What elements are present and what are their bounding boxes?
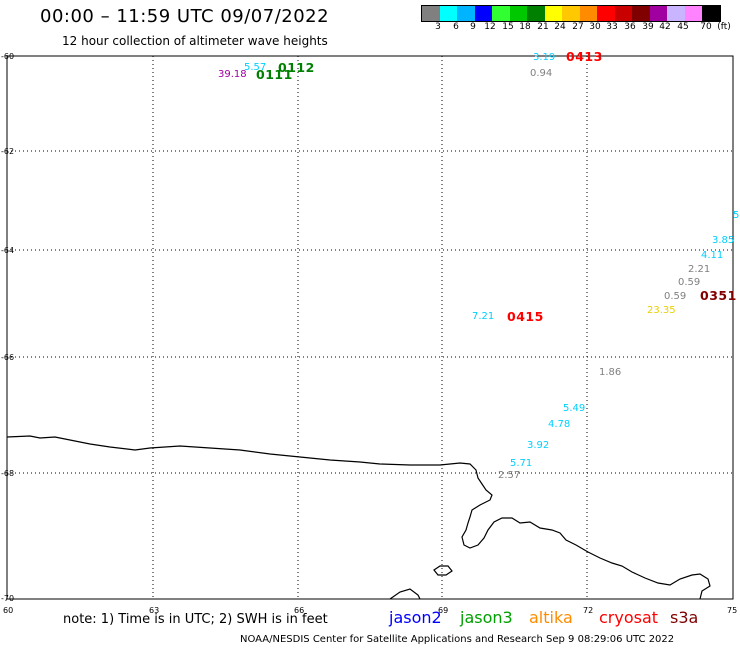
legend-swatch bbox=[544, 6, 562, 21]
map-frame bbox=[6, 55, 734, 600]
legend-label: 15 bbox=[502, 22, 514, 32]
pass-time-label: 0351 bbox=[700, 288, 737, 303]
satellite-name-jason3: jason3 bbox=[460, 608, 513, 627]
wave-height-value: 2.21 bbox=[688, 264, 711, 275]
legend-label: 33 bbox=[606, 22, 618, 32]
wave-height-value: 7.21 bbox=[472, 311, 495, 322]
page-subtitle: 12 hour collection of altimeter wave hei… bbox=[62, 34, 328, 48]
legend-swatch bbox=[597, 6, 615, 21]
legend-label: 18 bbox=[519, 22, 531, 32]
wave-height-value: 1.86 bbox=[599, 367, 622, 378]
wave-height-value: 4.11 bbox=[701, 250, 724, 261]
legend-swatch bbox=[562, 6, 580, 21]
legend-label: 6 bbox=[453, 22, 459, 32]
wave-height-value: 2.57 bbox=[498, 470, 521, 481]
satellite-name-cryosat: cryosat bbox=[599, 608, 659, 627]
legend-label: 39 bbox=[642, 22, 654, 32]
wave-height-value: 5.57 bbox=[244, 62, 267, 73]
legend-swatch bbox=[667, 6, 685, 21]
legend-swatch bbox=[649, 6, 667, 21]
wave-height-value: 3.92 bbox=[527, 440, 550, 451]
legend-swatch bbox=[702, 6, 720, 21]
legend-label: 45 bbox=[677, 22, 689, 32]
wave-height-value: 0.59 bbox=[664, 291, 687, 302]
wave-height-value: 5.71 bbox=[510, 458, 533, 469]
pass-time-label: 0111 bbox=[256, 67, 293, 82]
satellite-name-s3a: s3a bbox=[670, 608, 699, 627]
wave-height-value: 39.18 bbox=[218, 69, 247, 80]
legend-label: 12 bbox=[484, 22, 496, 32]
legend-swatch bbox=[684, 6, 702, 21]
latitude-label: -70 bbox=[1, 594, 14, 603]
wave-height-value: 3.85 bbox=[712, 235, 735, 246]
latitude-labels: -60 -62 -64 -66 -68 -70 bbox=[1, 52, 14, 603]
latitude-label: -64 bbox=[1, 246, 14, 255]
longitude-label: 72 bbox=[583, 606, 593, 615]
wave-height-value: 3.19 bbox=[533, 52, 556, 63]
legend-label: 70 bbox=[700, 22, 712, 32]
wave-height-value: 23.35 bbox=[647, 305, 676, 316]
latitude-label: -66 bbox=[1, 353, 14, 362]
footer-note: note: 1) Time is in UTC; 2) SWH is in fe… bbox=[63, 612, 328, 627]
satellite-name-altika: altika bbox=[529, 608, 573, 627]
wave-height-value: 5.49 bbox=[563, 403, 586, 414]
legend-swatch bbox=[614, 6, 632, 21]
credit-line: NOAA/NESDIS Center for Satellite Applica… bbox=[240, 634, 675, 645]
graticule bbox=[7, 56, 733, 599]
pass-time-label: 0112 bbox=[278, 60, 315, 75]
legend-swatch bbox=[422, 6, 440, 21]
legend-label: (ft) bbox=[717, 22, 731, 32]
longitude-labels: 60 63 66 69 72 75 bbox=[3, 606, 737, 615]
latitude-label: -62 bbox=[1, 147, 14, 156]
pass-time-label: 0413 bbox=[566, 49, 603, 64]
color-scale-legend bbox=[421, 5, 721, 22]
latitude-label: -60 bbox=[1, 52, 14, 61]
page-title: 00:00 – 11:59 UTC 09/07/2022 bbox=[40, 6, 330, 27]
longitude-label: 75 bbox=[727, 606, 737, 615]
legend-swatch bbox=[527, 6, 545, 21]
legend-swatch bbox=[439, 6, 457, 21]
satellite-name-jason2: jason2 bbox=[389, 608, 442, 627]
longitude-label: 66 bbox=[294, 606, 304, 615]
legend-label: 3 bbox=[435, 22, 441, 32]
legend-label: 42 bbox=[659, 22, 671, 32]
legend-label: 21 bbox=[537, 22, 549, 32]
coastline-islet bbox=[433, 565, 453, 576]
wave-height-value: 5 bbox=[733, 210, 740, 221]
legend-swatch bbox=[474, 6, 492, 21]
wave-height-value: 0.59 bbox=[678, 277, 701, 288]
legend-swatch bbox=[492, 6, 510, 21]
longitude-label: 63 bbox=[149, 606, 159, 615]
legend-label: 30 bbox=[589, 22, 601, 32]
legend-swatch bbox=[457, 6, 475, 21]
legend-label: 27 bbox=[572, 22, 584, 32]
pass-time-label: 0415 bbox=[507, 309, 544, 324]
legend-swatch bbox=[509, 6, 527, 21]
legend-swatch bbox=[579, 6, 597, 21]
legend-label: 9 bbox=[470, 22, 476, 32]
latitude-label: -68 bbox=[1, 469, 14, 478]
longitude-label: 69 bbox=[438, 606, 448, 615]
antarctic-coastline bbox=[6, 435, 711, 600]
wave-height-value: 0.94 bbox=[530, 68, 553, 79]
coastline-bay bbox=[389, 588, 421, 600]
legend-swatch bbox=[632, 6, 650, 21]
wave-height-value: 4.78 bbox=[548, 419, 571, 430]
legend-label: 24 bbox=[554, 22, 566, 32]
legend-label: 36 bbox=[624, 22, 636, 32]
longitude-label: 60 bbox=[3, 606, 13, 615]
